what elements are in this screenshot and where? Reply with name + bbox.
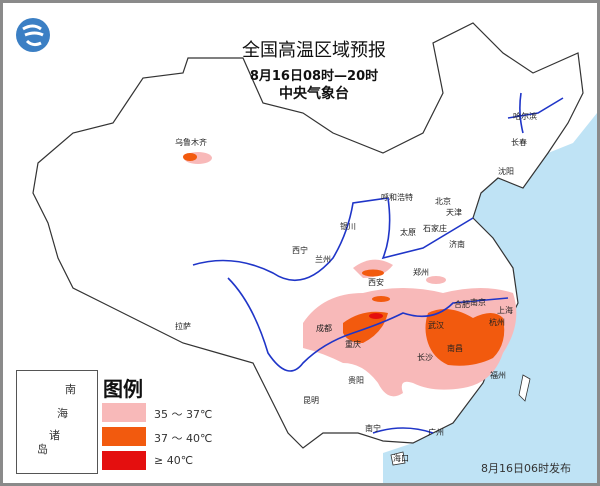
legend-label: 37 ～ 40℃ [154,432,213,445]
cma-logo-icon [15,17,51,53]
city-label: 海口 [393,454,409,463]
city-label: 南宁 [365,424,381,433]
city-label: 兰州 [315,255,331,264]
city-label: 长沙 [417,353,433,362]
legend-swatch [102,451,146,470]
legend-swatch [102,427,146,446]
taiwan [518,374,531,402]
forecast-period: 8月16日08时—20时 [249,69,379,84]
city-label: 西宁 [292,246,308,255]
legend-title: 图例 [103,377,143,401]
city-label: 长春 [511,138,527,147]
inset-label: 诸 [49,429,60,442]
issued-time: 8月16日06时发布 [481,462,571,475]
city-label: 济南 [449,240,465,249]
city-label: 重庆 [345,340,361,349]
city-label: 呼和浩特 [381,193,413,202]
city-label: 乌鲁木齐 [175,138,207,147]
city-label: 石家庄 [423,224,447,233]
city-label: 昆明 [303,396,319,405]
map-title: 全国高温区域预报 [242,40,386,61]
inset-label: 海 [57,407,68,420]
inset-label: 岛 [37,443,48,456]
city-label: 成都 [316,324,332,333]
city-label: 武汉 [428,321,444,330]
south-china-sea-inset: 南 海 诸 岛 [16,370,98,474]
issuer: 中央气象台 [279,86,349,102]
city-label: 杭州 [489,318,505,327]
city-label: 拉萨 [175,322,191,331]
city-label: 郑州 [413,268,429,277]
city-label: 银川 [340,222,356,231]
city-label: 贵阳 [348,376,364,385]
city-label: 上海 [497,306,513,315]
legend-label: 35 ～ 37℃ [154,408,213,421]
city-label: 北京 [435,197,451,206]
rivers [192,92,564,434]
city-label: 沈阳 [498,167,514,176]
china-map [32,22,597,483]
city-label: 天津 [446,208,462,217]
sea [383,113,597,483]
legend-label: ≥ 40℃ [154,454,194,467]
city-label: 南昌 [447,344,463,353]
city-label: 合肥 [454,300,470,309]
city-label: 广州 [428,428,444,437]
city-label: 西安 [368,278,384,287]
city-label: 南京 [470,298,486,307]
hainan [390,451,406,466]
legend-swatch [102,403,146,422]
inset-label: 南 [65,383,76,396]
heat-above-40 [369,313,383,319]
heat-37-40 [183,153,505,366]
city-label: 太原 [400,228,416,237]
city-label: 哈尔滨 [513,112,537,121]
city-label: 福州 [490,371,506,380]
